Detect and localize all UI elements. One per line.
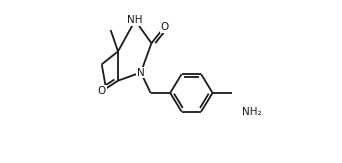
Text: NH₂: NH₂: [242, 107, 262, 117]
Text: O: O: [97, 86, 106, 96]
Text: NH: NH: [127, 15, 143, 25]
Text: N: N: [137, 67, 145, 78]
Text: O: O: [160, 22, 169, 32]
